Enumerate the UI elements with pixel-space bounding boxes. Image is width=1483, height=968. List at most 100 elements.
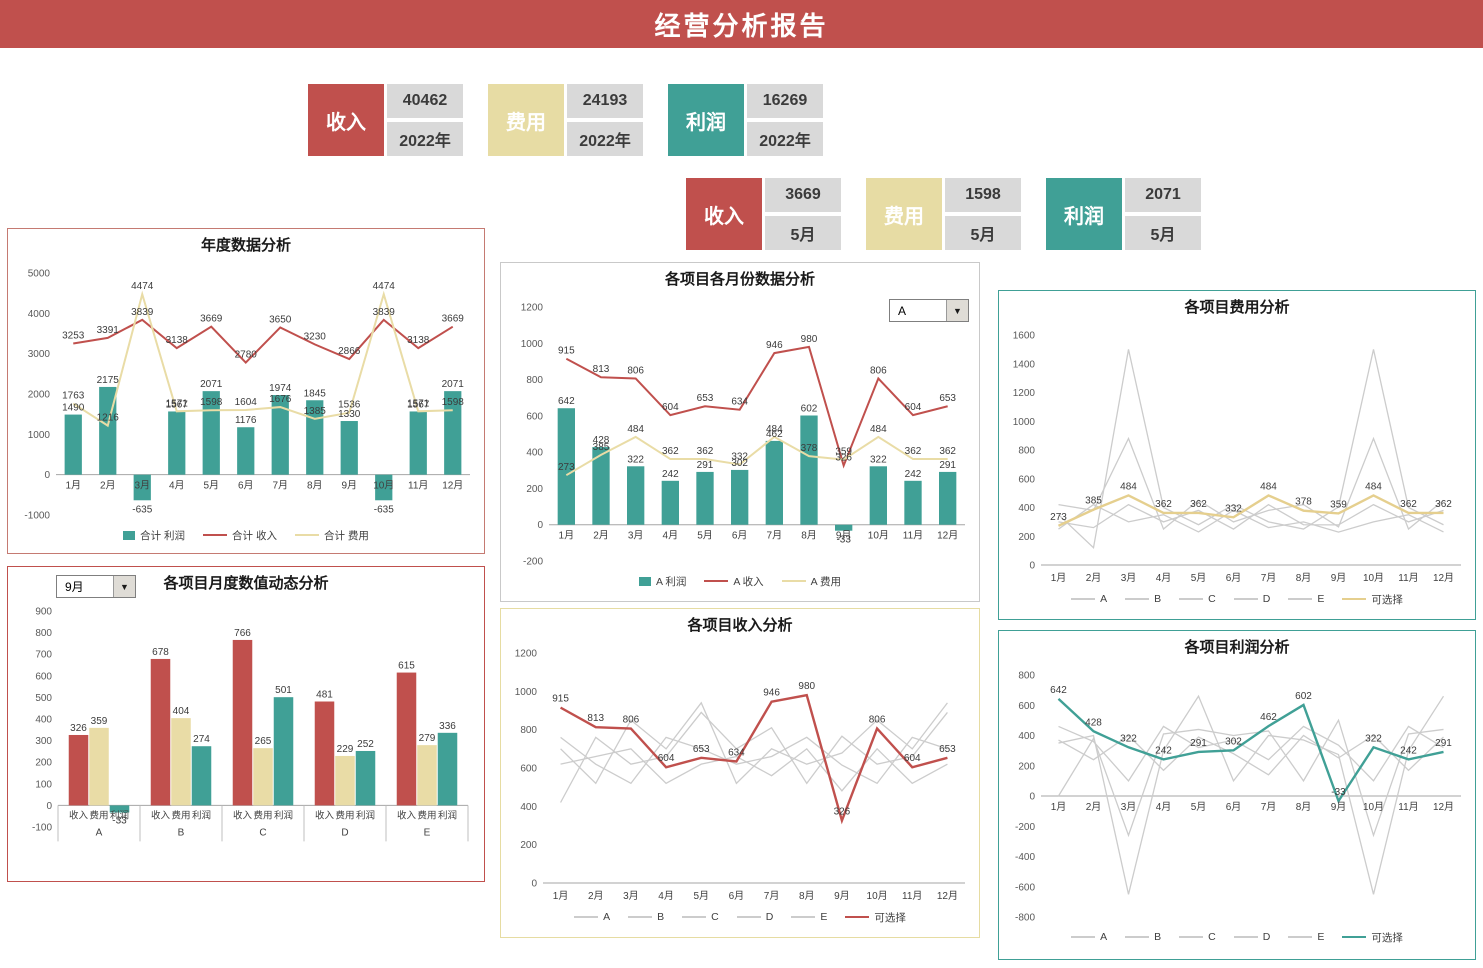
svg-text:400: 400 — [35, 715, 52, 726]
svg-text:1月: 1月 — [1051, 572, 1067, 584]
svg-text:242: 242 — [1400, 745, 1417, 756]
svg-text:10月: 10月 — [1363, 572, 1384, 584]
svg-text:634: 634 — [731, 397, 748, 408]
svg-text:1200: 1200 — [1013, 388, 1036, 399]
svg-text:800: 800 — [1018, 671, 1035, 682]
legend-item: 可选择 — [1342, 930, 1403, 945]
svg-text:322: 322 — [870, 454, 887, 465]
panel-income-analysis: 各项目收入分析 0 200 400 600 800 1000 1200 915 813 806 60… — [500, 608, 980, 938]
kpi-profit-label: 利润 — [1046, 178, 1122, 250]
svg-text:12月: 12月 — [1433, 572, 1454, 584]
svg-text:1567: 1567 — [166, 399, 189, 410]
chevron-down-icon[interactable]: ▼ — [113, 576, 135, 597]
income-chart: 0 200 400 600 800 1000 1200 915 813 806 604 653 634 9… — [515, 649, 965, 902]
svg-text:4月: 4月 — [658, 890, 674, 902]
svg-text:11月: 11月 — [902, 890, 922, 902]
svg-text:400: 400 — [526, 448, 543, 459]
svg-text:费用: 费用 — [171, 809, 190, 821]
svg-text:-200: -200 — [1015, 822, 1035, 833]
svg-text:3650: 3650 — [269, 314, 292, 325]
svg-text:242: 242 — [662, 469, 679, 480]
svg-text:8月: 8月 — [799, 890, 815, 902]
svg-text:265: 265 — [255, 736, 272, 747]
legend-item: D — [1233, 931, 1270, 943]
svg-text:484: 484 — [870, 424, 887, 435]
kpi-yearly-income: 收入 40462 2022年 — [308, 84, 463, 156]
svg-text:362: 362 — [697, 446, 714, 457]
kpi-expense-value: 24193 — [567, 84, 643, 118]
svg-text:1200: 1200 — [521, 303, 544, 314]
svg-text:362: 362 — [662, 446, 679, 457]
kpi-monthly-expense: 费用 1598 5月 — [866, 178, 1021, 250]
svg-text:7月: 7月 — [272, 480, 288, 492]
svg-text:302: 302 — [731, 458, 748, 469]
svg-text:462: 462 — [1260, 712, 1277, 723]
svg-text:3月: 3月 — [134, 480, 150, 492]
svg-text:11月: 11月 — [1398, 572, 1418, 584]
svg-text:404: 404 — [173, 706, 190, 717]
legend-item: 合计 利润 — [123, 528, 185, 543]
chevron-down-icon[interactable]: ▼ — [946, 300, 968, 321]
svg-text:291: 291 — [939, 460, 956, 471]
svg-text:291: 291 — [1435, 738, 1452, 749]
panel-annual-analysis: 年度数据分析 -1000 0 1000 2000 3000 4000 5000 1490 217… — [7, 228, 485, 554]
svg-text:12月: 12月 — [937, 530, 958, 542]
svg-text:378: 378 — [1295, 497, 1312, 508]
svg-text:C: C — [259, 827, 266, 838]
month-dropdown[interactable]: 9月 ▼ — [56, 575, 136, 598]
svg-text:3月: 3月 — [1121, 801, 1137, 813]
svg-text:1月: 1月 — [65, 480, 81, 492]
svg-text:费用: 费用 — [89, 809, 108, 821]
svg-text:12月: 12月 — [1433, 801, 1454, 813]
svg-text:4474: 4474 — [131, 281, 154, 292]
svg-text:604: 604 — [662, 402, 679, 413]
svg-text:385: 385 — [1085, 496, 1102, 507]
svg-text:322: 322 — [627, 454, 644, 465]
svg-text:4月: 4月 — [1156, 572, 1172, 584]
svg-text:-33: -33 — [836, 535, 851, 546]
svg-text:279: 279 — [419, 733, 436, 744]
svg-text:1月: 1月 — [1051, 801, 1067, 813]
kpi-expense-value: 1598 — [945, 178, 1021, 212]
legend-item: E — [1288, 931, 1324, 943]
svg-text:4月: 4月 — [663, 530, 679, 542]
svg-text:242: 242 — [905, 469, 922, 480]
project-dropdown[interactable]: A ▼ — [889, 299, 969, 322]
svg-text:2866: 2866 — [338, 346, 361, 357]
svg-text:1598: 1598 — [200, 397, 223, 408]
svg-text:3月: 3月 — [623, 890, 639, 902]
svg-text:653: 653 — [693, 744, 710, 755]
svg-text:946: 946 — [766, 340, 783, 351]
svg-text:2175: 2175 — [97, 375, 120, 386]
kpi-yearly-profit: 利润 16269 2022年 — [668, 84, 823, 156]
svg-text:100: 100 — [35, 779, 52, 790]
svg-text:-1000: -1000 — [24, 511, 50, 522]
kpi-profit-label: 利润 — [668, 84, 744, 156]
svg-text:5月: 5月 — [203, 480, 219, 492]
kpi-expense-label: 费用 — [866, 178, 942, 250]
svg-text:359: 359 — [835, 447, 852, 458]
svg-text:800: 800 — [520, 725, 537, 736]
svg-text:1月: 1月 — [559, 530, 575, 542]
kpi-expense-label: 费用 — [488, 84, 564, 156]
svg-text:600: 600 — [526, 411, 543, 422]
svg-text:利润: 利润 — [438, 809, 457, 821]
svg-text:0: 0 — [531, 879, 537, 890]
kpi-income-period: 5月 — [765, 216, 841, 250]
legend-item: E — [791, 911, 827, 923]
svg-text:326: 326 — [835, 453, 852, 464]
svg-text:300: 300 — [35, 736, 52, 747]
svg-text:2月: 2月 — [588, 890, 604, 902]
svg-text:484: 484 — [1365, 481, 1382, 492]
legend-item: A 费用 — [781, 574, 841, 589]
svg-text:1490: 1490 — [62, 403, 85, 414]
legend-item: A — [1071, 931, 1107, 943]
svg-text:200: 200 — [526, 484, 543, 495]
svg-text:602: 602 — [1295, 691, 1312, 702]
svg-text:-635: -635 — [374, 504, 394, 515]
kpi-monthly-profit: 利润 2071 5月 — [1046, 178, 1201, 250]
project-monthly-chart: -200 0 200 400 600 800 1000 1200 642 428 322 242 291… — [521, 303, 965, 568]
svg-text:362: 362 — [939, 446, 956, 457]
svg-text:1571: 1571 — [166, 398, 189, 409]
legend-item: A — [1071, 593, 1107, 605]
